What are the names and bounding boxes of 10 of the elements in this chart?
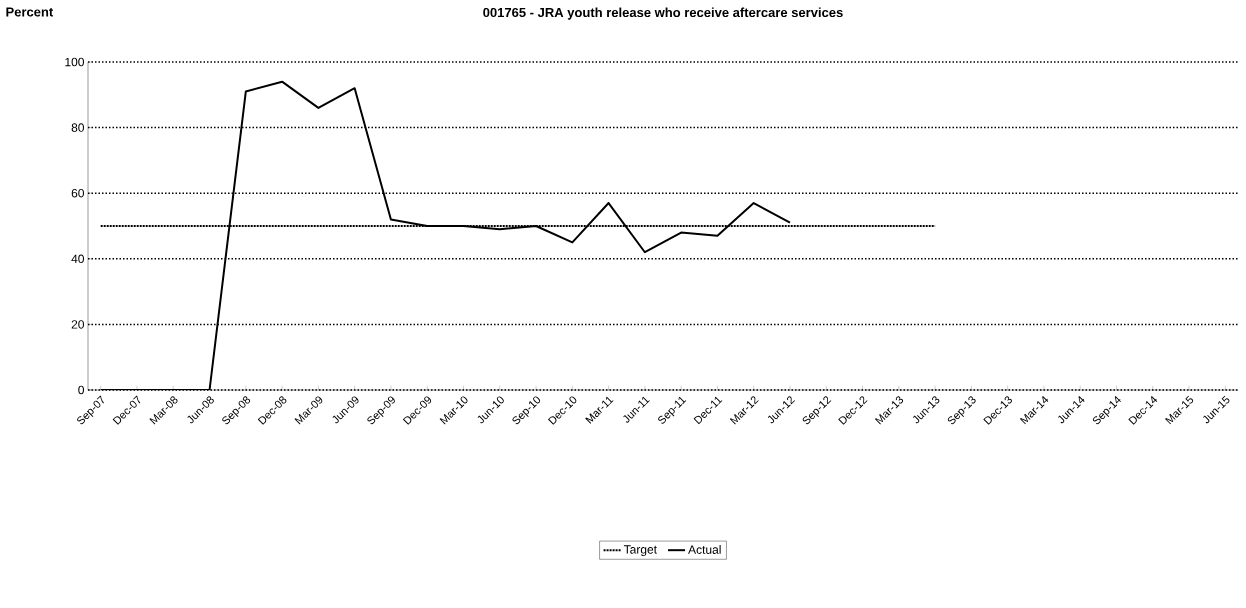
- y-tick-label: 80: [71, 123, 85, 132]
- y-tick-label: 100: [65, 57, 84, 67]
- legend-label: Actual: [688, 545, 721, 554]
- legend-label: Target: [623, 545, 657, 557]
- y-tick-label: 40: [71, 254, 85, 264]
- y-tick-label: 0: [78, 385, 85, 395]
- text: Percent: [6, 7, 54, 17]
- y-tick-label: 20: [71, 320, 85, 329]
- y-tick-label: 60: [71, 188, 85, 198]
- chart-title: 001765 - JRA youth release who receive aftercare services: [483, 7, 843, 20]
